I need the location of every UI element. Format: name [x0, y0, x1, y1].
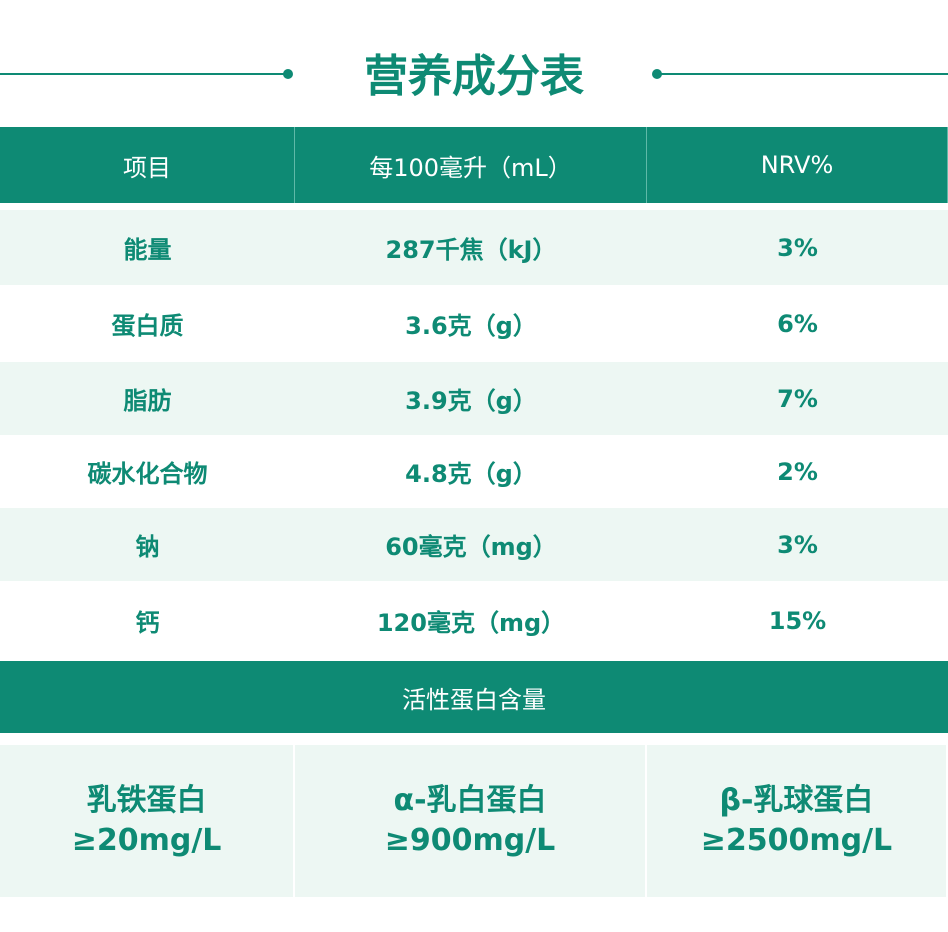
dot — [652, 69, 662, 79]
cell: 碳水化合物 — [87, 460, 208, 488]
header-cell: 每100毫升（mL） — [295, 127, 647, 203]
table-row: 蛋白质 3.6克（g） 6% — [0, 287, 948, 360]
cell: 287千焦（kJ） — [385, 236, 557, 264]
rule — [658, 73, 948, 75]
dot — [283, 69, 293, 79]
cell: 钠 — [135, 533, 160, 561]
cell: 能量 — [123, 236, 172, 264]
cell: 15% — [768, 606, 827, 635]
cell: 2% — [777, 457, 818, 486]
cell: 60毫克（mg） — [385, 533, 557, 561]
section-title: 活性蛋白含量 — [0, 661, 948, 733]
table-row: 钠 60毫克（mg） 3% — [0, 508, 948, 581]
cell: 脂肪 — [123, 387, 172, 415]
active-cell: β-乳球蛋白 ≥2500mg/L — [646, 745, 948, 897]
cell: 蛋白质 — [111, 312, 184, 340]
active-value: ≥900mg/L — [384, 823, 556, 858]
cell: 120毫克（mg） — [376, 609, 566, 637]
active-name: β-乳球蛋白 — [719, 783, 874, 818]
active-name: 乳铁蛋白 — [86, 783, 207, 818]
cell: 3% — [777, 530, 818, 559]
active-row: 乳铁蛋白 ≥20mg/L α-乳白蛋白 ≥900mg/L β-乳球蛋白 ≥2500mg/L — [0, 745, 948, 897]
header-row: 项目 每100毫升（mL） NRV% — [0, 127, 948, 203]
cell: 6% — [777, 309, 818, 338]
active-cell: 乳铁蛋白 ≥20mg/L — [0, 745, 296, 897]
active-name: α-乳白蛋白 — [393, 783, 547, 818]
active-cell: α-乳白蛋白 ≥900mg/L — [295, 745, 647, 897]
cell: 3% — [777, 233, 818, 262]
cell: 3.9克（g） — [405, 387, 537, 415]
title: 营养成分表 — [364, 51, 584, 102]
cell: 钙 — [135, 609, 160, 637]
active-value: ≥20mg/L — [71, 823, 222, 858]
cell: 7% — [777, 384, 818, 413]
table-row: 碳水化合物 4.8克（g） 2% — [0, 437, 948, 506]
header-cell: 项目 — [0, 127, 296, 203]
table-row: 脂肪 3.9克（g） 7% — [0, 362, 948, 435]
active-value: ≥2500mg/L — [700, 823, 893, 858]
cell: 3.6克（g） — [405, 312, 537, 340]
rule — [0, 73, 285, 75]
header-cell: NRV% — [647, 127, 948, 203]
table-row: 钙 120毫克（mg） 15% — [0, 583, 948, 658]
table-row: 能量 287千焦（kJ） 3% — [0, 210, 948, 285]
cell: 4.8克（g） — [405, 460, 537, 488]
